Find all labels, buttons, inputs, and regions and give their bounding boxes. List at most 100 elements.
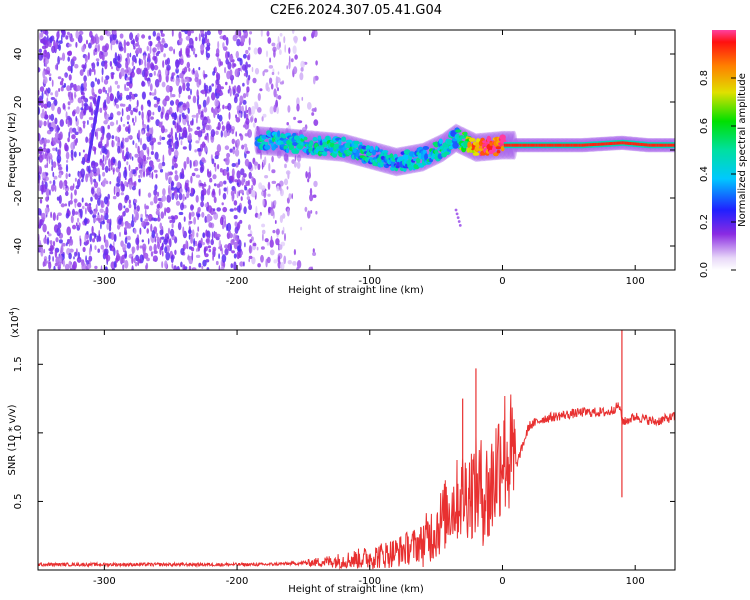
noise-speck	[164, 246, 168, 254]
noise-speck	[160, 33, 165, 37]
ridge-cell	[556, 143, 559, 147]
noise-speck	[52, 179, 56, 186]
noise-speck	[249, 31, 253, 35]
noise-speck	[207, 171, 212, 178]
noise-speck	[188, 234, 191, 240]
noise-speck	[273, 259, 278, 264]
noise-speck	[114, 80, 119, 85]
noise-speck	[171, 30, 174, 37]
noise-speck	[83, 45, 85, 50]
noise-speck	[192, 95, 197, 104]
noise-speck	[82, 120, 86, 125]
noise-speck	[66, 226, 71, 236]
ridge-cell	[542, 143, 545, 147]
noise-speck	[106, 95, 111, 105]
noise-speck	[243, 30, 248, 39]
noise-speck	[66, 242, 68, 247]
noise-speck	[142, 143, 147, 151]
snr-x-label: Height of straight line (km)	[288, 584, 424, 595]
noise-speck	[157, 241, 160, 250]
noise-speck	[107, 87, 111, 94]
noise-speck	[97, 43, 100, 53]
noise-speck	[131, 185, 136, 191]
noise-speck	[85, 136, 89, 143]
noise-speck	[293, 116, 297, 121]
noise-speck	[296, 260, 302, 269]
noise-speck	[185, 180, 190, 183]
noise-speck	[161, 136, 166, 141]
noise-speck	[65, 185, 68, 189]
noise-speck	[251, 176, 254, 183]
noise-speck	[123, 205, 126, 209]
noise-speck	[159, 229, 164, 236]
ridge-cell	[620, 141, 623, 145]
noise-speck	[69, 200, 73, 205]
noise-speck	[96, 187, 102, 196]
noise-speck	[58, 148, 61, 157]
noise-speck	[79, 111, 84, 120]
noise-speck	[85, 173, 89, 183]
ridge-cell	[438, 138, 443, 145]
noise-speck	[175, 77, 180, 87]
noise-speck	[101, 215, 105, 221]
noise-speck	[198, 66, 201, 71]
noise-speck	[456, 216, 460, 220]
noise-speck	[240, 35, 246, 44]
noise-speck	[177, 115, 179, 124]
noise-speck	[52, 137, 57, 146]
noise-speck	[273, 49, 276, 58]
ridge-cell	[534, 143, 537, 147]
noise-speck	[171, 135, 174, 144]
noise-speck	[60, 247, 63, 254]
noise-speck	[104, 30, 108, 35]
noise-speck	[313, 76, 316, 85]
noise-speck	[307, 178, 310, 183]
noise-speck	[108, 116, 113, 121]
ridge-cell	[616, 141, 620, 145]
noise-speck	[196, 126, 201, 130]
ridge-cell	[496, 150, 501, 154]
noise-speck	[190, 211, 195, 217]
noise-speck	[77, 34, 83, 44]
noise-speck	[68, 43, 72, 47]
noise-speck	[213, 231, 218, 239]
noise-speck	[86, 39, 88, 45]
ridge-cell	[325, 135, 330, 141]
noise-speck	[150, 116, 154, 120]
noise-speck	[105, 90, 107, 94]
noise-speck	[88, 247, 91, 256]
noise-speck	[240, 134, 244, 141]
noise-speck	[226, 172, 230, 181]
noise-speck	[93, 217, 97, 223]
noise-speck	[44, 164, 48, 169]
noise-speck	[168, 138, 173, 142]
colorbar-tick-label: 0.4	[699, 166, 710, 182]
noise-speck	[124, 137, 129, 143]
noise-speck	[178, 192, 183, 201]
noise-speck	[157, 141, 162, 145]
noise-speck	[269, 249, 275, 256]
noise-speck	[152, 111, 155, 116]
noise-speck	[240, 196, 243, 201]
noise-speck	[247, 74, 251, 81]
colorbar-tick-label: 0.6	[699, 118, 710, 134]
noise-speck	[69, 37, 75, 43]
y-tick-label: 40	[13, 48, 24, 61]
noise-speck	[170, 255, 174, 263]
noise-speck	[38, 48, 43, 53]
noise-speck	[150, 151, 154, 155]
noise-speck	[101, 162, 105, 168]
noise-speck	[107, 193, 110, 200]
noise-speck	[275, 228, 280, 235]
noise-speck	[214, 107, 218, 115]
noise-speck	[272, 46, 277, 53]
noise-speck	[202, 188, 207, 196]
noise-speck	[120, 141, 124, 149]
noise-speck	[40, 112, 45, 119]
noise-speck	[81, 100, 84, 109]
ridge-cell	[422, 146, 429, 150]
noise-speck	[179, 113, 182, 123]
noise-speck	[197, 130, 202, 138]
noise-speck	[122, 243, 127, 251]
noise-speck	[157, 105, 161, 113]
